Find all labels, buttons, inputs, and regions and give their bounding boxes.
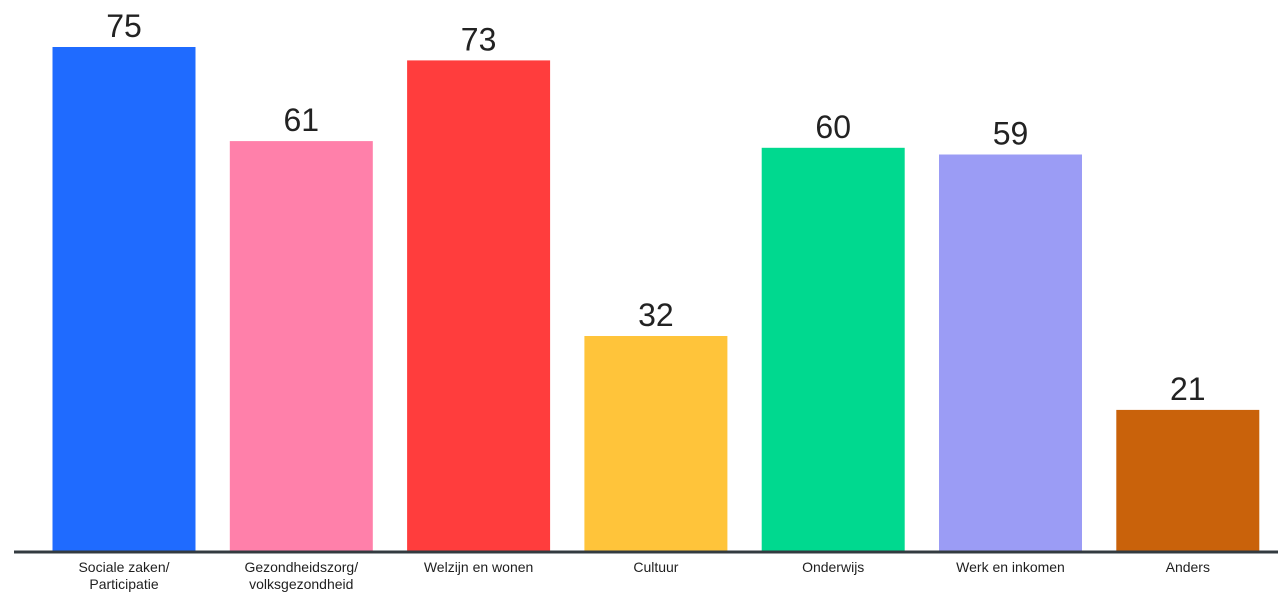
bar-value-label: 75: [106, 8, 142, 44]
bar-value-label: 32: [638, 297, 674, 333]
bar-value-label: 60: [815, 109, 851, 145]
bar-value-label: 21: [1170, 371, 1206, 407]
category-label: Onderwijs: [802, 559, 864, 575]
bar-4: [761, 147, 905, 552]
category-label: Cultuur: [633, 559, 678, 575]
bar-0: [52, 47, 196, 551]
category-label: Welzijn en wonen: [424, 559, 533, 575]
bar-value-label: 59: [993, 116, 1029, 152]
bar-value-label: 73: [461, 21, 497, 57]
category-label: Anders: [1166, 559, 1210, 575]
bar-1: [229, 141, 373, 551]
category-label: Gezondheidszorg/volksgezondheid: [244, 559, 358, 592]
bar-5: [939, 154, 1082, 551]
bar-3: [584, 336, 728, 551]
category-label: Sociale zaken/Participatie: [78, 559, 169, 592]
bar-6: [1116, 409, 1260, 551]
category-label: Werk en inkomen: [956, 559, 1065, 575]
bar-2: [407, 60, 551, 552]
bar-value-label: 61: [284, 102, 320, 138]
